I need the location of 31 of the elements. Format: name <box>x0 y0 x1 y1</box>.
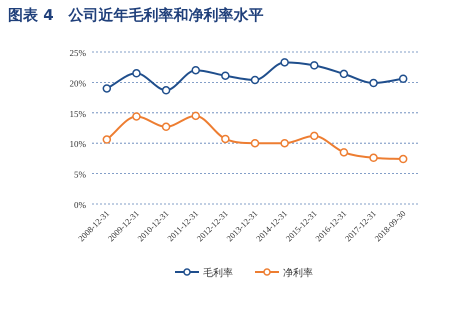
point <box>191 112 200 120</box>
point <box>310 132 319 140</box>
point <box>369 154 378 162</box>
point <box>280 138 289 148</box>
point <box>398 154 408 164</box>
point <box>310 61 319 70</box>
y-tick-label: 10% <box>70 139 86 150</box>
y-tick-label: 25% <box>70 48 86 58</box>
point <box>340 70 348 78</box>
y-tick-label: 0% <box>74 200 86 210</box>
point <box>398 74 408 83</box>
y-tick-label: 15% <box>70 108 86 119</box>
point <box>162 86 170 95</box>
y-tick-label: 5% <box>74 170 86 180</box>
legend-label: 净利率 <box>283 267 313 279</box>
y-tick-label: 20% <box>70 78 86 88</box>
point <box>369 78 378 88</box>
point <box>191 66 200 74</box>
point <box>162 122 170 132</box>
point <box>132 69 141 78</box>
point <box>340 148 348 157</box>
point <box>280 58 289 67</box>
point <box>221 71 230 80</box>
point <box>250 76 260 84</box>
point <box>102 135 112 144</box>
point <box>132 112 141 121</box>
legend-label: 毛利率 <box>203 267 233 279</box>
point <box>221 134 230 144</box>
chart-title: 图表 4 公司近年毛利率和净利率水平 <box>8 6 264 24</box>
point <box>250 138 260 148</box>
point <box>102 84 112 93</box>
